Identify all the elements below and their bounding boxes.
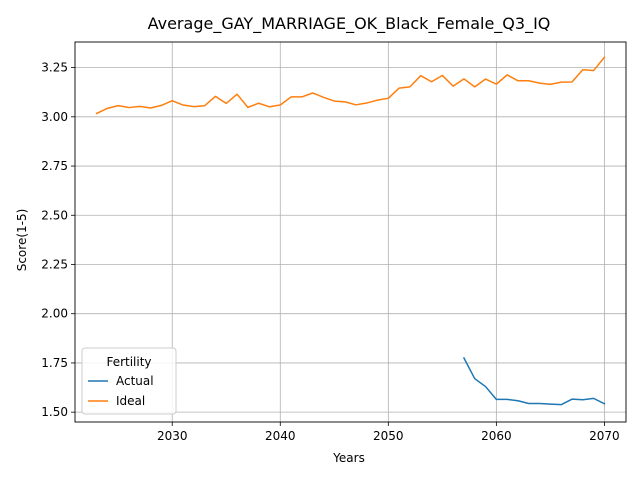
y-axis-label: Score(1-5) <box>15 209 29 272</box>
legend-title: Fertility <box>106 355 151 369</box>
legend-label-actual: Actual <box>116 374 154 388</box>
legend-box <box>81 347 177 415</box>
x-tick-label: 2040 <box>265 429 296 443</box>
legend: Fertility Actual Ideal <box>81 347 177 415</box>
y-tick-label: 3.25 <box>41 61 68 75</box>
y-tick-label: 2.25 <box>41 257 68 271</box>
x-tick-label: 2060 <box>481 429 512 443</box>
x-tick-label: 2050 <box>373 429 404 443</box>
x-axis-label: Years <box>332 451 365 465</box>
y-tick-label: 3.00 <box>41 110 68 124</box>
chart-title: Average_GAY_MARRIAGE_OK_Black_Female_Q3_… <box>148 14 551 34</box>
axis-ticks: 2030 2040 2050 2060 2070 1.50 1.75 2.00 2.25 2.50… <box>41 61 619 443</box>
y-tick-label: 2.75 <box>41 159 68 173</box>
x-tick-label: 2070 <box>589 429 620 443</box>
series-line-ideal <box>95 56 606 115</box>
series-line-actual <box>462 356 606 406</box>
y-tick-label: 2.00 <box>41 307 68 321</box>
plot-frame <box>74 41 627 423</box>
legend-label-ideal: Ideal <box>116 394 145 408</box>
x-tick-label: 2030 <box>157 429 188 443</box>
y-tick-label: 1.50 <box>41 405 68 419</box>
y-tick-label: 1.75 <box>41 356 68 370</box>
plot-lines <box>95 56 606 406</box>
y-tick-label: 2.50 <box>41 208 68 222</box>
